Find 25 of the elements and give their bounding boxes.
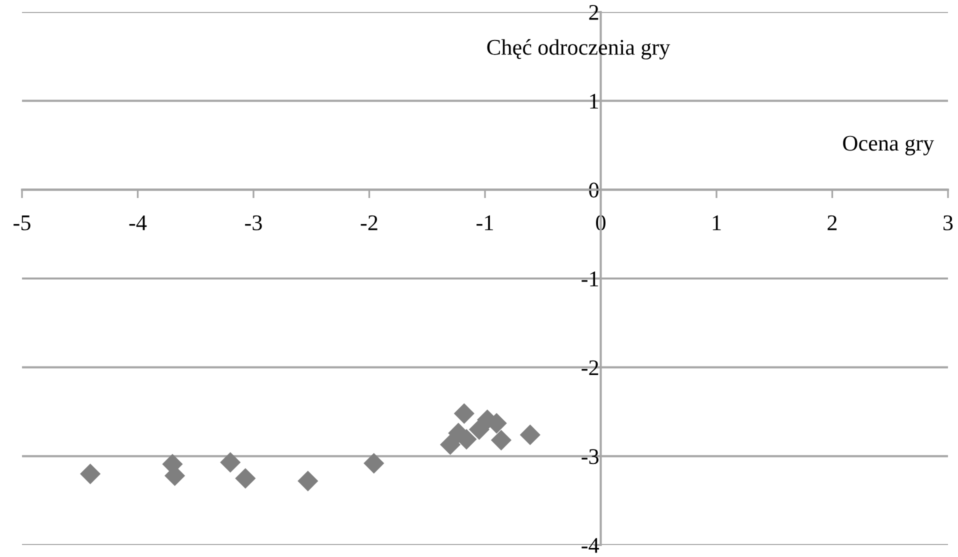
y-tick-label: 2 [589, 4, 598, 20]
x-tick-label: 2 [828, 215, 837, 230]
point [235, 468, 256, 489]
point [454, 403, 474, 424]
y-tick-label: -3 [582, 449, 598, 464]
x-tick-label: -5 [14, 216, 30, 230]
y-tick-label: -4 [582, 538, 600, 553]
x-axis-title: Ocena gry [843, 136, 934, 156]
point [220, 452, 241, 473]
point [364, 452, 384, 474]
x-tick-label: -1 [476, 215, 493, 230]
point [490, 430, 512, 450]
y-axis-title: Chęć odroczenia gry [487, 39, 670, 60]
x-tick-label: 3 [944, 215, 953, 230]
point [440, 434, 461, 455]
x-tick-label: -4 [129, 215, 147, 230]
y-tick-label: 1 [590, 94, 598, 109]
y-tick-label: -1 [582, 272, 598, 286]
y-tick-label: -2 [582, 360, 598, 376]
x-tick-label: -2 [360, 215, 378, 230]
x-tick-label: -3 [245, 215, 262, 230]
point [520, 424, 540, 446]
point [80, 464, 101, 484]
point [298, 470, 318, 492]
x-tick-label: 1 [712, 215, 721, 230]
